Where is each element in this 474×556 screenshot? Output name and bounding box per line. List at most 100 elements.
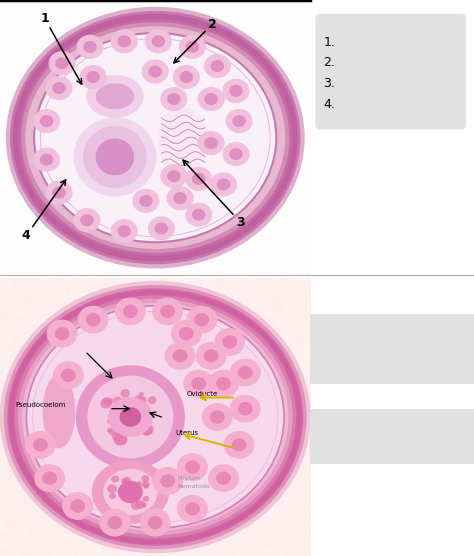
Circle shape	[161, 165, 187, 188]
Circle shape	[141, 475, 149, 482]
Circle shape	[167, 187, 193, 210]
Circle shape	[140, 423, 154, 435]
Circle shape	[185, 460, 200, 474]
Circle shape	[155, 222, 168, 235]
Circle shape	[216, 377, 231, 390]
Circle shape	[55, 57, 69, 70]
Circle shape	[116, 298, 146, 325]
Circle shape	[172, 320, 201, 347]
Circle shape	[139, 195, 153, 207]
Circle shape	[80, 66, 106, 88]
Circle shape	[131, 501, 141, 510]
Circle shape	[238, 366, 253, 379]
Circle shape	[178, 454, 208, 480]
Circle shape	[147, 411, 154, 417]
Circle shape	[230, 359, 260, 386]
Circle shape	[217, 178, 230, 190]
Circle shape	[143, 496, 149, 502]
Circle shape	[173, 192, 187, 204]
Circle shape	[194, 313, 209, 326]
Circle shape	[111, 475, 119, 483]
Circle shape	[120, 389, 130, 398]
Circle shape	[40, 153, 54, 166]
Text: Nematoda: Nematoda	[177, 484, 210, 489]
Circle shape	[196, 342, 226, 369]
Circle shape	[124, 424, 134, 433]
Circle shape	[133, 412, 145, 423]
Circle shape	[118, 426, 131, 438]
Circle shape	[140, 509, 170, 536]
Ellipse shape	[74, 118, 155, 195]
Ellipse shape	[109, 398, 152, 436]
Circle shape	[224, 431, 254, 458]
Circle shape	[100, 398, 112, 409]
Circle shape	[185, 502, 200, 515]
Circle shape	[223, 80, 249, 102]
Circle shape	[148, 217, 174, 240]
Circle shape	[122, 476, 131, 485]
Circle shape	[116, 430, 124, 438]
Text: Uterus: Uterus	[175, 430, 199, 436]
Circle shape	[108, 516, 122, 529]
Circle shape	[86, 71, 100, 83]
Circle shape	[52, 82, 66, 94]
Circle shape	[46, 181, 72, 204]
Circle shape	[119, 404, 133, 416]
Circle shape	[222, 335, 237, 349]
Circle shape	[108, 414, 118, 423]
Circle shape	[123, 305, 138, 318]
Circle shape	[173, 349, 188, 363]
Circle shape	[111, 220, 137, 243]
Circle shape	[187, 306, 217, 333]
Circle shape	[121, 479, 128, 485]
Circle shape	[165, 342, 195, 369]
Circle shape	[146, 29, 172, 53]
Circle shape	[34, 148, 60, 171]
Ellipse shape	[96, 84, 134, 109]
Circle shape	[141, 502, 147, 507]
Circle shape	[209, 465, 238, 492]
Circle shape	[230, 395, 260, 422]
Circle shape	[148, 396, 156, 404]
Circle shape	[191, 377, 206, 390]
Circle shape	[198, 87, 224, 111]
Ellipse shape	[44, 375, 74, 448]
Circle shape	[210, 173, 237, 196]
Circle shape	[192, 208, 206, 221]
Circle shape	[167, 170, 181, 182]
Circle shape	[215, 329, 245, 355]
Circle shape	[179, 327, 194, 340]
Text: 3.: 3.	[324, 77, 336, 90]
Circle shape	[173, 66, 200, 88]
Circle shape	[26, 431, 55, 458]
Circle shape	[47, 320, 77, 347]
Ellipse shape	[89, 377, 173, 457]
Circle shape	[232, 115, 246, 127]
Circle shape	[123, 486, 133, 495]
Text: 1: 1	[40, 12, 82, 84]
Circle shape	[139, 392, 144, 396]
Text: 4: 4	[22, 180, 66, 242]
Circle shape	[108, 419, 113, 424]
Circle shape	[113, 396, 122, 405]
Circle shape	[160, 474, 175, 488]
Circle shape	[70, 499, 85, 513]
Circle shape	[204, 93, 218, 105]
Circle shape	[54, 362, 83, 389]
Circle shape	[134, 395, 146, 406]
Circle shape	[63, 493, 92, 519]
Text: 2.: 2.	[324, 56, 336, 70]
Circle shape	[34, 110, 60, 133]
Circle shape	[210, 60, 224, 72]
Circle shape	[49, 52, 75, 75]
Ellipse shape	[93, 461, 168, 523]
Circle shape	[107, 398, 114, 404]
Circle shape	[52, 187, 66, 198]
Circle shape	[148, 516, 163, 529]
Circle shape	[204, 349, 219, 363]
Circle shape	[74, 208, 100, 232]
Circle shape	[232, 438, 246, 451]
Circle shape	[153, 468, 182, 494]
Ellipse shape	[96, 139, 134, 175]
FancyBboxPatch shape	[310, 314, 474, 384]
